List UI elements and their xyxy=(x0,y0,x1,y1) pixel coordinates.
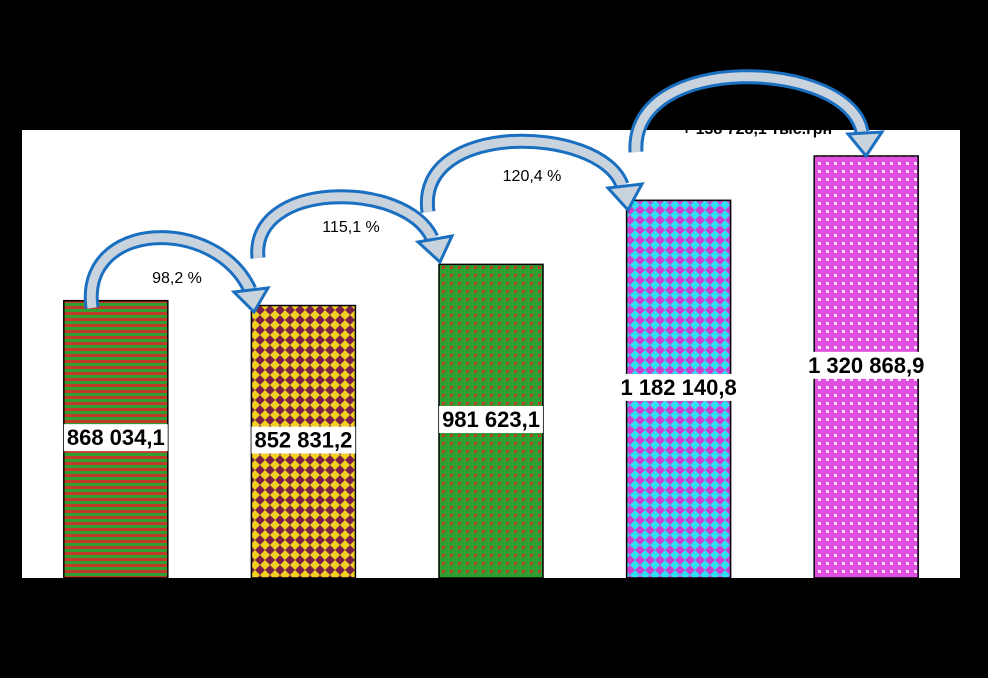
annotation: 115,1 % xyxy=(322,219,380,236)
data-label: 852 831,2 xyxy=(254,428,352,453)
arrowhead xyxy=(604,182,645,213)
arrowhead xyxy=(414,234,455,265)
data-label: 1 320 868,9 xyxy=(808,353,924,378)
data-label-bg xyxy=(617,373,740,401)
data-label-bg xyxy=(805,351,928,379)
arrow xyxy=(86,233,255,309)
annotation: 120,4 % xyxy=(503,168,562,185)
data-label: 981 623,1 xyxy=(442,407,540,432)
data-labels: 868 034,1 852 831,2 981 623,1 1 182 140,8 1 … xyxy=(63,351,928,454)
arrowhead xyxy=(844,130,885,159)
data-label-bg xyxy=(251,426,356,454)
arrow xyxy=(631,72,867,153)
arrows xyxy=(83,69,885,315)
data-label-bg xyxy=(63,424,168,452)
data-label-bg xyxy=(439,406,543,434)
annotation: 98,2 % xyxy=(152,270,202,287)
data-label: 868 034,1 xyxy=(67,425,165,450)
arrow xyxy=(253,192,437,259)
arrowhead xyxy=(230,286,271,315)
annotation: + 138 728,1 тыс.грн xyxy=(682,121,832,138)
annotations: 98,2 % 115,1 % 120,4 % + 138 728,1 тыс.грн xyxy=(152,121,832,287)
arrow xyxy=(423,136,627,213)
data-label: 1 182 140,8 xyxy=(620,375,736,400)
